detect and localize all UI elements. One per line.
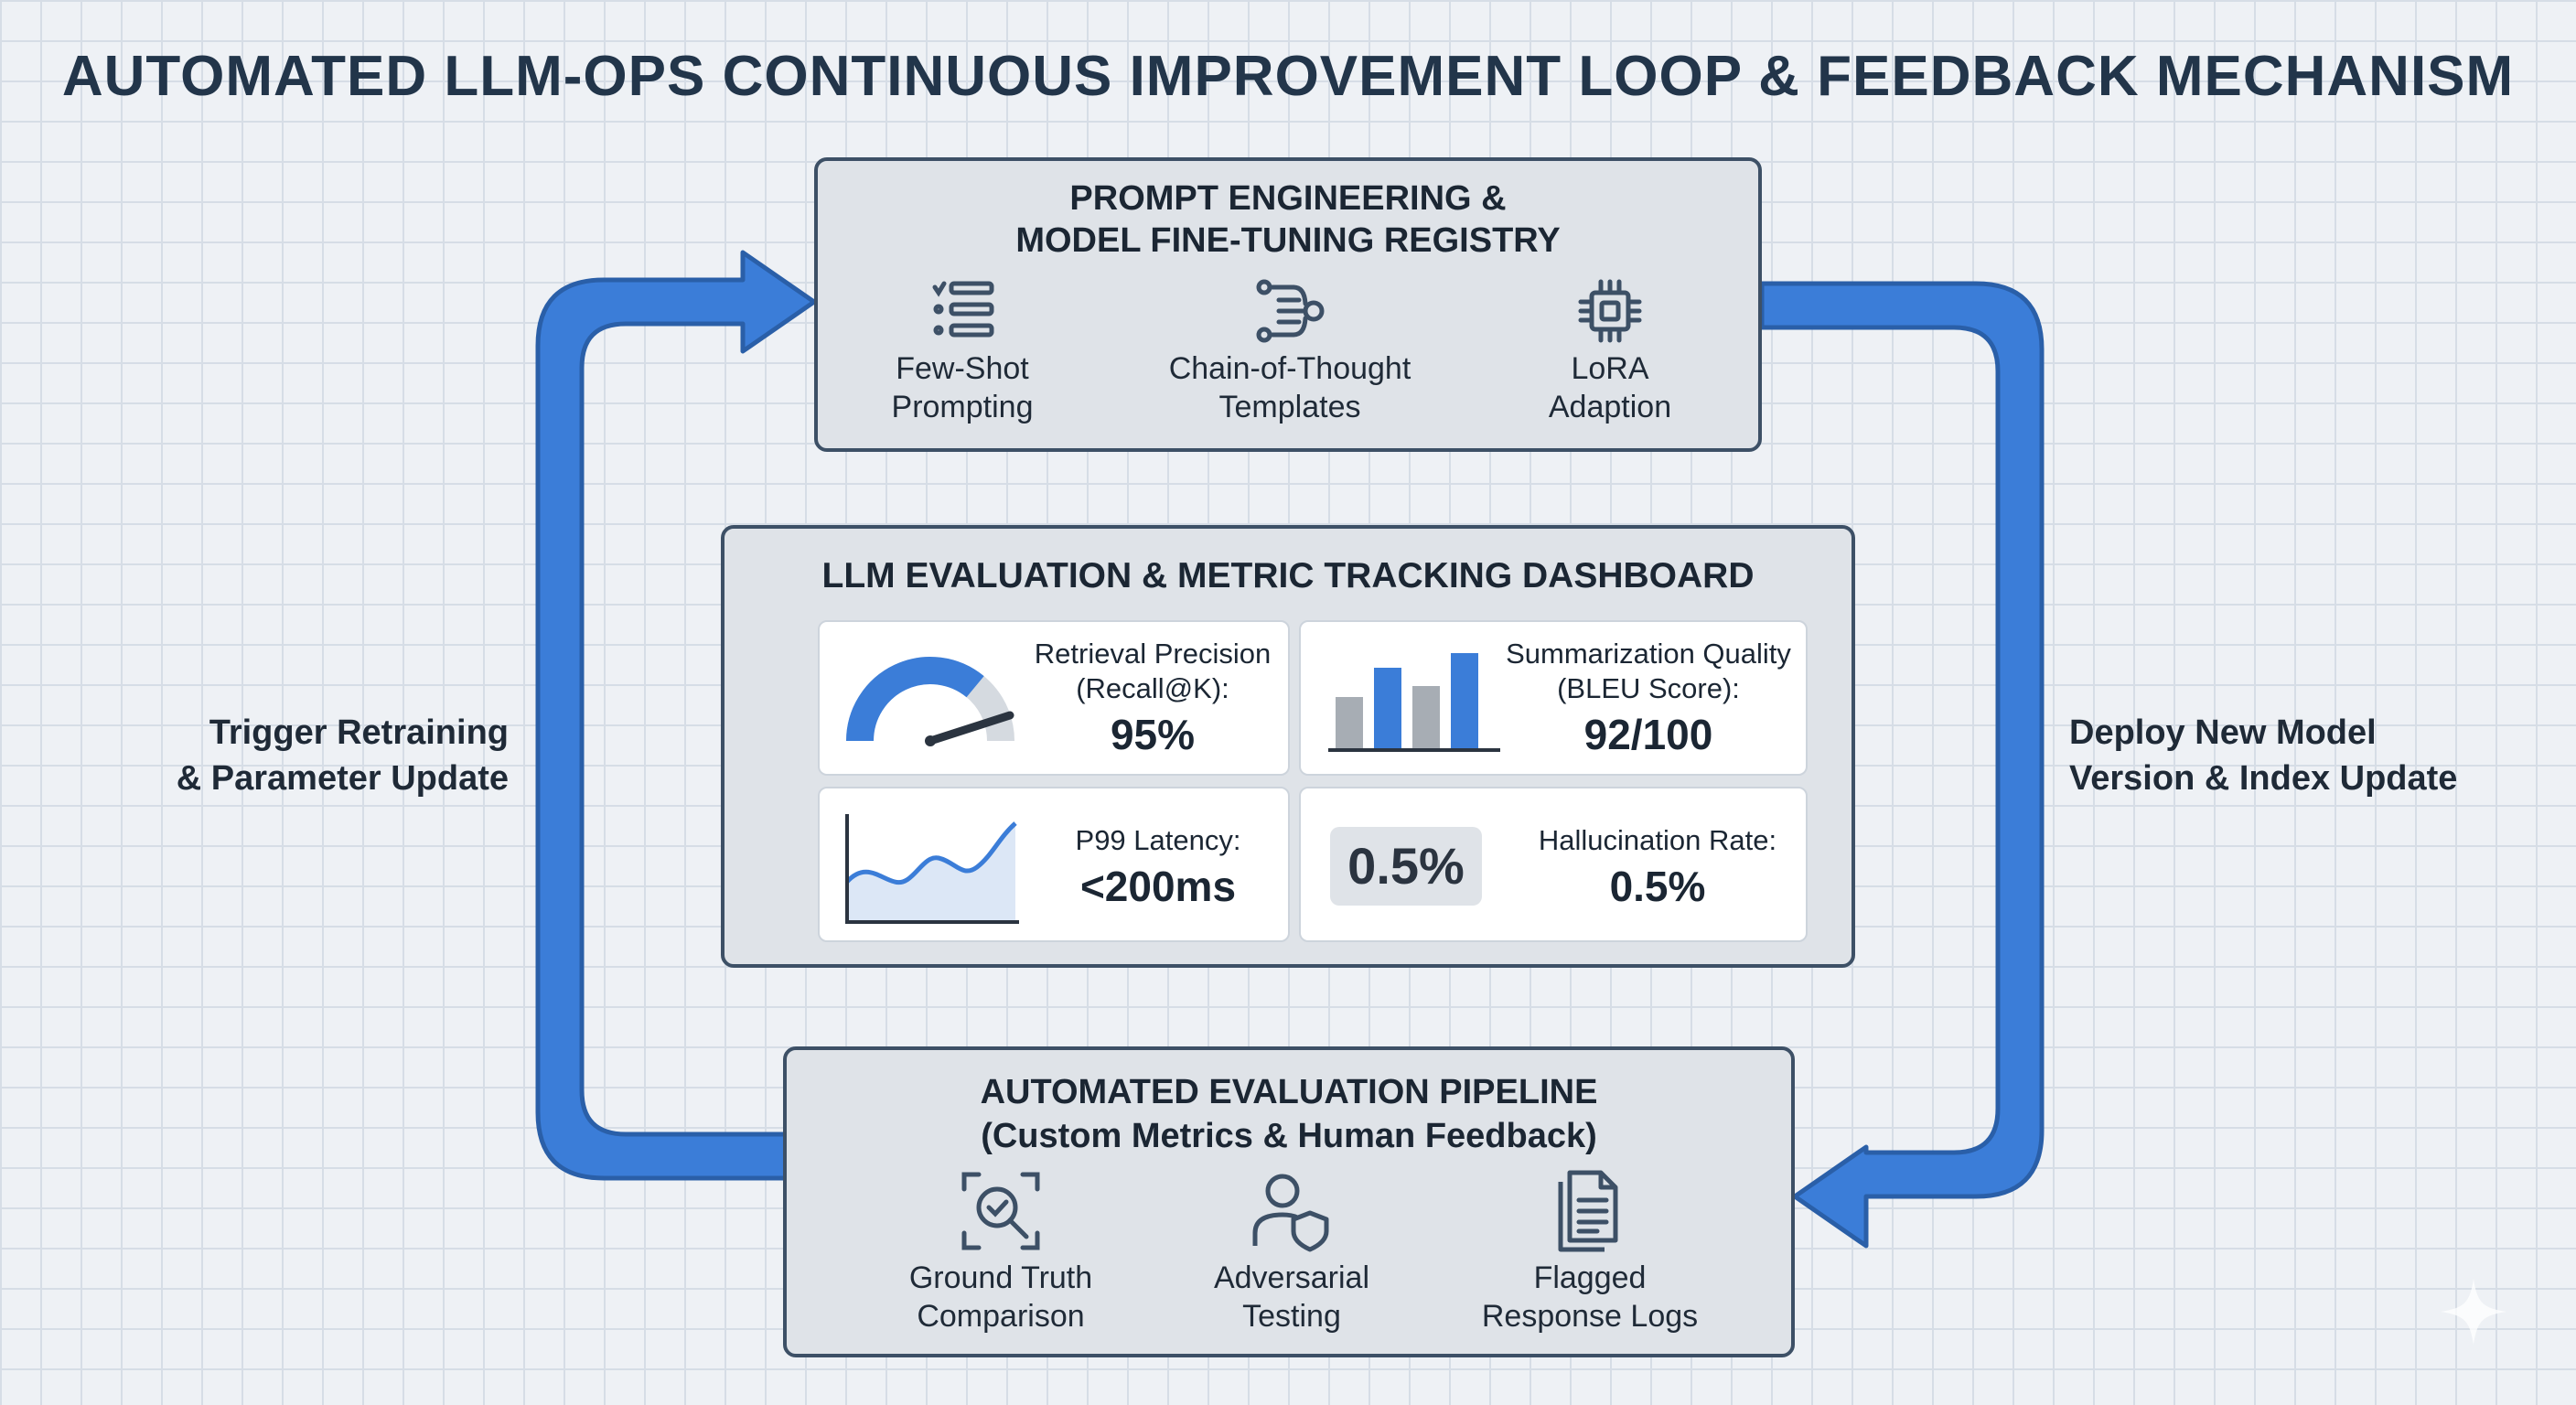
page-title: AUTOMATED LLM-OPS CONTINUOUS IMPROVEMENT… — [61, 45, 2515, 108]
hallucination-rate-text: Hallucination Rate: 0.5% — [1511, 823, 1804, 911]
scan-search-icon — [961, 1172, 1040, 1250]
prompt-registry-box: PROMPT ENGINEERING & MODEL FINE-TUNING R… — [814, 157, 1762, 452]
gauge-needle — [926, 711, 1014, 745]
card-label: P99 Latency: — [1075, 824, 1241, 856]
item-label-line1: Flagged — [1533, 1260, 1647, 1295]
card-label: Hallucination Rate: — [1538, 824, 1777, 856]
lora-adaption-item: LoRA Adaption — [1473, 278, 1747, 426]
card-label: Retrieval Precision — [1034, 638, 1272, 670]
card-label: (BLEU Score): — [1557, 672, 1740, 704]
p99-latency-card: P99 Latency: <200ms — [818, 787, 1290, 942]
retrieval-precision-text: Retrieval Precision (Recall@K): 95% — [1015, 637, 1290, 759]
dashboard-title: LLM EVALUATION & METRIC TRACKING DASHBOA… — [821, 556, 1755, 595]
item-label-line1: Few-Shot — [896, 351, 1029, 386]
right-label-line2: Version & Index Update — [2069, 759, 2458, 798]
bar-chart-icon — [1328, 653, 1500, 752]
right-loop-label: Deploy New Model Version & Index Update — [2069, 710, 2490, 801]
chain-of-thought-item: Chain-of-Thought Templates — [1153, 278, 1427, 426]
flow-icon — [1256, 279, 1325, 343]
item-label-line1: Ground Truth — [908, 1260, 1093, 1295]
adversarial-testing-item: Adversarial Testing — [1154, 1169, 1429, 1335]
right-label-line1: Deploy New Model — [2069, 713, 2377, 752]
right-loop-arrow — [1759, 281, 2045, 1249]
item-label-line2: Comparison — [917, 1299, 1085, 1334]
gauge-fill — [846, 657, 984, 742]
ground-truth-comparison-item: Ground Truth Comparison — [864, 1169, 1138, 1335]
list-icon — [932, 281, 994, 338]
item-label-line1: Chain-of-Thought — [1168, 351, 1411, 386]
line-chart-icon — [845, 814, 1019, 924]
summarization-quality-text: Summarization Quality (BLEU Score): 92/1… — [1493, 637, 1804, 759]
hallucination-rate-card: 0.5% Hallucination Rate: 0.5% — [1299, 787, 1808, 942]
flagged-response-logs-item: Flagged Response Logs — [1453, 1169, 1727, 1335]
card-value: <200ms — [1079, 863, 1237, 910]
item-label-line2: Prompting — [891, 390, 1034, 424]
card-label: Summarization Quality — [1506, 638, 1791, 670]
hallucination-badge: 0.5% — [1330, 827, 1482, 906]
item-label-line2: Testing — [1242, 1299, 1341, 1334]
card-value: 92/100 — [1583, 711, 1713, 758]
card-value: 0.5% — [1609, 863, 1706, 910]
card-label: (Recall@K): — [1076, 672, 1229, 704]
left-label-line1: Trigger Retraining — [209, 713, 509, 752]
left-loop-arrow — [535, 250, 817, 1181]
pipeline-title: AUTOMATED EVALUATION PIPELINE (Custom Me… — [787, 1070, 1791, 1158]
retrieval-precision-card: Retrieval Precision (Recall@K): 95% — [818, 620, 1290, 776]
left-label-line2: & Parameter Update — [176, 759, 509, 798]
prompt-registry-title-line1: PROMPT ENGINEERING & — [1069, 179, 1507, 218]
prompt-registry-title-line2: MODEL FINE-TUNING REGISTRY — [1015, 221, 1561, 260]
few-shot-prompting-item: Few-Shot Prompting — [825, 278, 1100, 426]
item-label-line2: Adaption — [1548, 390, 1672, 424]
prompt-registry-title: PROMPT ENGINEERING & MODEL FINE-TUNING R… — [818, 177, 1758, 262]
item-label-line1: LoRA — [1571, 351, 1649, 386]
gauge-icon — [846, 657, 1014, 746]
item-label-line2: Templates — [1218, 390, 1361, 424]
evaluation-dashboard-box: LLM EVALUATION & METRIC TRACKING DASHBOA… — [721, 525, 1855, 968]
evaluation-pipeline-box: AUTOMATED EVALUATION PIPELINE (Custom Me… — [783, 1046, 1795, 1357]
item-label-line2: Response Logs — [1481, 1299, 1699, 1334]
pipeline-title-line1: AUTOMATED EVALUATION PIPELINE — [980, 1073, 1598, 1111]
item-label-line1: Adversarial — [1213, 1260, 1370, 1295]
sparkle-icon — [2441, 1279, 2506, 1345]
document-icon — [1558, 1170, 1618, 1252]
left-loop-label: Trigger Retraining & Parameter Update — [170, 710, 509, 801]
p99-latency-text: P99 Latency: <200ms — [1030, 823, 1286, 911]
card-value: 95% — [1110, 711, 1196, 758]
summarization-quality-card: Summarization Quality (BLEU Score): 92/1… — [1299, 620, 1808, 776]
pipeline-title-line2: (Custom Metrics & Human Feedback) — [981, 1117, 1597, 1155]
user-shield-icon — [1252, 1174, 1329, 1252]
chip-icon — [1578, 279, 1642, 343]
